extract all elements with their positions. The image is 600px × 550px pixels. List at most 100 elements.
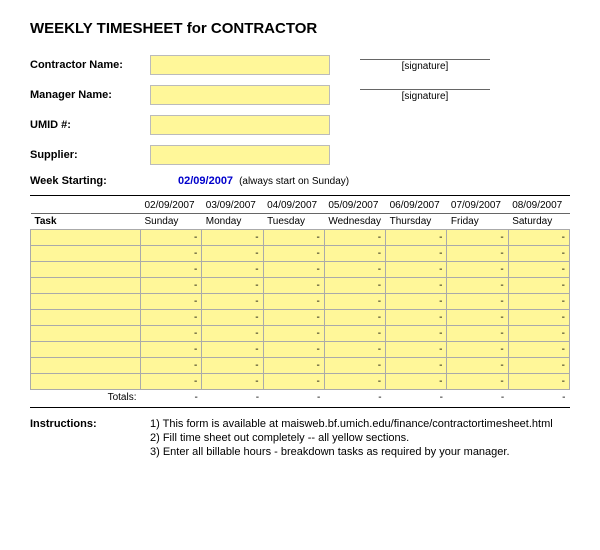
hours-cell[interactable]: - — [447, 262, 508, 278]
hours-cell[interactable]: - — [508, 230, 569, 246]
hours-cell[interactable]: - — [202, 310, 263, 326]
hours-cell[interactable]: - — [508, 310, 569, 326]
hours-cell[interactable]: - — [324, 358, 385, 374]
hours-cell[interactable]: - — [324, 374, 385, 390]
hours-cell[interactable]: - — [447, 326, 508, 342]
hours-cell[interactable]: - — [202, 262, 263, 278]
hours-cell[interactable]: - — [447, 246, 508, 262]
supplier-label: Supplier: — [30, 149, 150, 161]
hours-cell[interactable]: - — [508, 262, 569, 278]
hours-cell[interactable]: - — [263, 374, 324, 390]
hours-cell[interactable]: - — [141, 326, 202, 342]
date-header: 03/09/2007 — [202, 198, 263, 214]
hours-cell[interactable]: - — [508, 342, 569, 358]
hours-cell[interactable]: - — [141, 262, 202, 278]
hours-cell[interactable]: - — [324, 342, 385, 358]
task-cell[interactable] — [31, 246, 141, 262]
hours-cell[interactable]: - — [386, 262, 447, 278]
hours-cell[interactable]: - — [447, 358, 508, 374]
hours-cell[interactable]: - — [202, 326, 263, 342]
hours-cell[interactable]: - — [263, 262, 324, 278]
hours-cell[interactable]: - — [202, 358, 263, 374]
hours-cell[interactable]: - — [508, 374, 569, 390]
hours-cell[interactable]: - — [202, 374, 263, 390]
hours-cell[interactable]: - — [386, 342, 447, 358]
hours-cell[interactable]: - — [263, 230, 324, 246]
hours-cell[interactable]: - — [202, 278, 263, 294]
hours-cell[interactable]: - — [386, 246, 447, 262]
hours-cell[interactable]: - — [324, 230, 385, 246]
hours-cell[interactable]: - — [324, 278, 385, 294]
task-cell[interactable] — [31, 230, 141, 246]
hours-cell[interactable]: - — [447, 374, 508, 390]
hours-cell[interactable]: - — [141, 246, 202, 262]
hours-cell[interactable]: - — [386, 278, 447, 294]
hours-cell[interactable]: - — [508, 246, 569, 262]
hours-cell[interactable]: - — [386, 230, 447, 246]
hours-cell[interactable]: - — [447, 310, 508, 326]
hours-cell[interactable]: - — [141, 374, 202, 390]
manager-name-input[interactable] — [150, 85, 330, 105]
supplier-input[interactable] — [150, 145, 330, 165]
hours-cell[interactable]: - — [324, 246, 385, 262]
hours-cell[interactable]: - — [141, 294, 202, 310]
task-cell[interactable] — [31, 278, 141, 294]
hours-cell[interactable]: - — [202, 246, 263, 262]
hours-cell[interactable]: - — [386, 374, 447, 390]
hours-cell[interactable]: - — [447, 294, 508, 310]
task-cell[interactable] — [31, 374, 141, 390]
hours-cell[interactable]: - — [386, 310, 447, 326]
instructions-list: 1) This form is available at maisweb.bf.… — [150, 418, 570, 460]
table-row: ------- — [31, 358, 570, 374]
hours-cell[interactable]: - — [508, 326, 569, 342]
hours-cell[interactable]: - — [324, 310, 385, 326]
hours-cell[interactable]: - — [386, 326, 447, 342]
hours-cell[interactable]: - — [263, 358, 324, 374]
hours-cell[interactable]: - — [202, 294, 263, 310]
hours-cell[interactable]: - — [447, 230, 508, 246]
umid-input[interactable] — [150, 115, 330, 135]
hours-cell[interactable]: - — [324, 294, 385, 310]
hours-cell[interactable]: - — [263, 246, 324, 262]
hours-cell[interactable]: - — [141, 342, 202, 358]
hours-cell[interactable]: - — [447, 342, 508, 358]
hours-cell[interactable]: - — [263, 326, 324, 342]
instruction-item: 3) Enter all billable hours - breakdown … — [150, 446, 570, 458]
task-cell[interactable] — [31, 342, 141, 358]
hours-cell[interactable]: - — [141, 358, 202, 374]
umid-label: UMID #: — [30, 119, 150, 131]
hours-cell[interactable]: - — [263, 342, 324, 358]
task-cell[interactable] — [31, 310, 141, 326]
task-cell[interactable] — [31, 262, 141, 278]
hours-cell[interactable]: - — [263, 310, 324, 326]
timesheet-table: 02/09/2007 03/09/2007 04/09/2007 05/09/2… — [30, 198, 570, 405]
hours-cell[interactable]: - — [508, 294, 569, 310]
hours-cell[interactable]: - — [202, 342, 263, 358]
table-row: ------- — [31, 294, 570, 310]
hours-cell[interactable]: - — [386, 358, 447, 374]
hours-cell[interactable]: - — [324, 326, 385, 342]
task-cell[interactable] — [31, 294, 141, 310]
hours-cell[interactable]: - — [324, 262, 385, 278]
hours-cell[interactable]: - — [508, 278, 569, 294]
hours-cell[interactable]: - — [508, 358, 569, 374]
hours-cell[interactable]: - — [447, 278, 508, 294]
hours-cell[interactable]: - — [386, 294, 447, 310]
hours-cell[interactable]: - — [263, 278, 324, 294]
hours-cell[interactable]: - — [141, 310, 202, 326]
table-bottom-border — [30, 407, 570, 408]
signature-line-1: [signature] — [360, 59, 490, 72]
contractor-name-input[interactable] — [150, 55, 330, 75]
task-cell[interactable] — [31, 358, 141, 374]
hours-cell[interactable]: - — [141, 230, 202, 246]
instruction-item: 1) This form is available at maisweb.bf.… — [150, 418, 570, 430]
task-header: Task — [31, 214, 141, 230]
day-header: Friday — [447, 214, 508, 230]
task-cell[interactable] — [31, 326, 141, 342]
hours-cell[interactable]: - — [263, 294, 324, 310]
totals-value: - — [202, 390, 263, 406]
hours-cell[interactable]: - — [202, 230, 263, 246]
day-header: Saturday — [508, 214, 569, 230]
date-header-row: 02/09/2007 03/09/2007 04/09/2007 05/09/2… — [31, 198, 570, 214]
hours-cell[interactable]: - — [141, 278, 202, 294]
